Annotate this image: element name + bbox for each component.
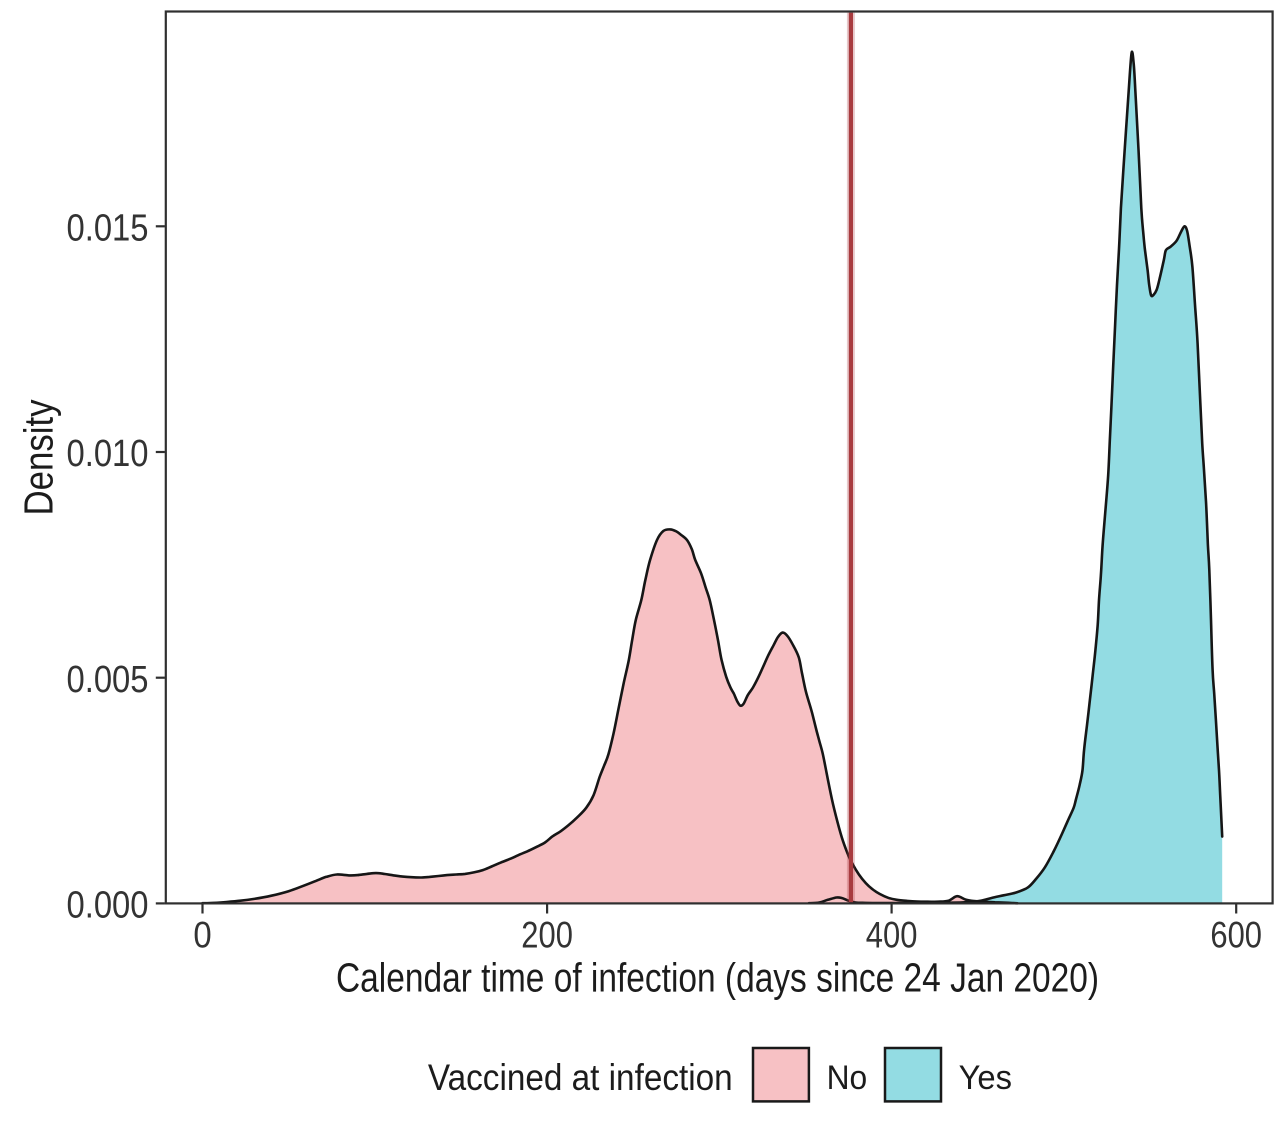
svg-text:200: 200 xyxy=(521,914,573,955)
svg-text:0.000: 0.000 xyxy=(67,885,149,927)
svg-text:0.015: 0.015 xyxy=(67,207,149,249)
svg-text:Calendar time of infection (da: Calendar time of infection (days since 2… xyxy=(336,954,1099,1000)
svg-text:0: 0 xyxy=(193,914,211,955)
svg-text:No: No xyxy=(827,1059,868,1097)
svg-text:Yes: Yes xyxy=(959,1059,1012,1097)
svg-text:400: 400 xyxy=(866,914,918,955)
svg-text:Vaccined at infection: Vaccined at infection xyxy=(428,1057,733,1098)
svg-text:0.005: 0.005 xyxy=(67,659,149,701)
svg-text:600: 600 xyxy=(1210,914,1262,955)
svg-text:Density: Density xyxy=(16,399,62,516)
svg-text:0.010: 0.010 xyxy=(67,433,149,475)
